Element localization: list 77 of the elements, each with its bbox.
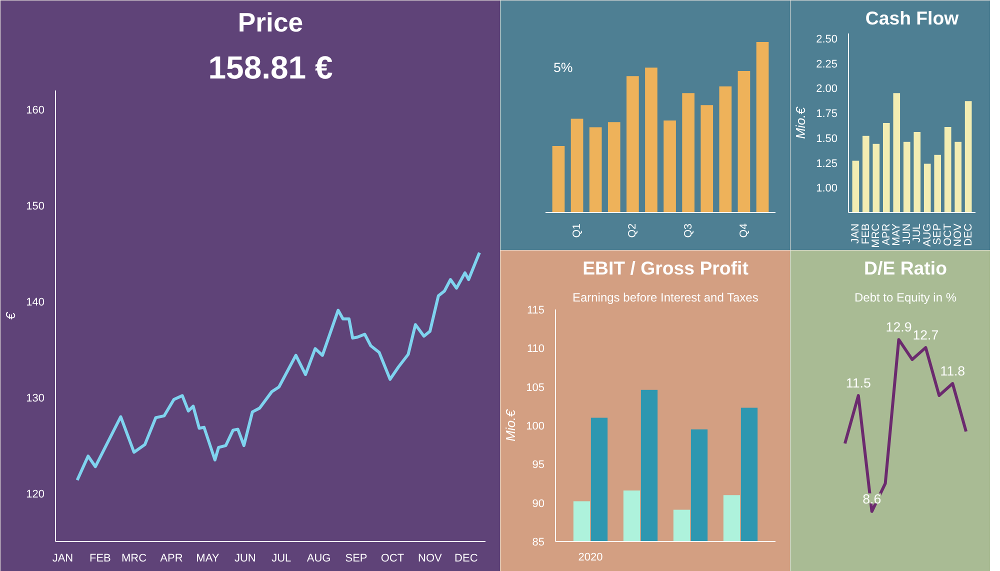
chart-subtitle: Earnings before Interest and Taxes — [572, 290, 758, 304]
x-tick-label: AUG — [306, 552, 331, 564]
y-tick-label: 130 — [26, 392, 45, 405]
x-tick-label: JUN — [900, 223, 913, 244]
x-tick-label: OCT — [942, 223, 954, 246]
x-tick-label: FEB — [89, 552, 111, 564]
data-label: 8.6 — [862, 491, 882, 506]
y-tick-label: 85 — [532, 536, 545, 548]
y-tick-label: 1.50 — [816, 132, 838, 145]
x-tick-label: Q1 — [571, 223, 584, 238]
x-tick-label: MRC — [121, 552, 147, 564]
y-tick-label: 1.75 — [816, 108, 838, 120]
x-tick-label: JAN — [52, 552, 74, 564]
y-tick-label: 2.00 — [816, 83, 838, 96]
bar — [645, 68, 658, 212]
y-tick-label: 1.00 — [816, 182, 838, 195]
y-tick-label: 120 — [26, 488, 45, 501]
chart-title: Price — [238, 8, 304, 38]
x-tick-label: AUG — [921, 224, 934, 247]
chart-title: Cash Flow — [865, 8, 960, 28]
bar — [626, 76, 639, 212]
bar — [552, 146, 565, 212]
bar — [589, 127, 602, 212]
x-tick-label: JUN — [234, 552, 256, 564]
x-tick-label: SEP — [932, 223, 944, 245]
x-tick-label: Q3 — [682, 223, 694, 238]
bar — [719, 86, 732, 212]
x-tick-label: JUL — [272, 552, 292, 564]
x-tick-label: JAN — [850, 223, 862, 244]
x-tick-label: Q4 — [738, 223, 750, 238]
data-label: 11.8 — [940, 364, 966, 379]
y-tick-label: 105 — [526, 382, 545, 394]
chart-title: EBIT / Gross Profit — [582, 258, 748, 278]
y-tick-label: 160 — [26, 104, 45, 117]
x-tick-label: SEP — [345, 552, 368, 564]
y-tick-label: 140 — [26, 296, 45, 309]
data-label: 11.5 — [846, 376, 871, 391]
line-series — [76, 251, 481, 482]
bar — [570, 118, 584, 212]
y-axis-title: Mio.€ — [503, 408, 518, 442]
bar — [700, 105, 714, 212]
bar — [756, 42, 769, 212]
x-tick-label: 2020 — [578, 552, 603, 564]
y-axis-title: € — [3, 312, 18, 320]
x-tick-label: Q2 — [626, 223, 639, 238]
x-tick-label: APR — [880, 223, 892, 246]
bar — [664, 120, 676, 212]
x-tick-label: NOV — [952, 222, 964, 247]
x-tick-label: DEC — [962, 223, 974, 246]
x-tick-label: APR — [160, 552, 183, 564]
y-tick-label: 150 — [26, 200, 45, 213]
annotation: 5% — [554, 60, 573, 75]
x-tick-label: JUL — [911, 223, 924, 242]
x-tick-label: MAY — [890, 223, 903, 246]
x-tick-label: MAY — [196, 552, 220, 564]
y-tick-label: 95 — [532, 459, 545, 472]
bar — [682, 93, 694, 212]
bar — [738, 71, 750, 212]
data-label: 12.9 — [886, 320, 912, 335]
chart-subtitle: Debt to Equity in % — [854, 290, 957, 304]
x-tick-label: NOV — [418, 552, 443, 564]
x-tick-label: MRC — [870, 223, 882, 248]
y-tick-label: 1.25 — [816, 158, 838, 170]
y-tick-label: 90 — [532, 498, 545, 510]
bar — [608, 122, 620, 212]
y-axis-title: Mio.€ — [793, 106, 808, 139]
x-tick-label: OCT — [380, 552, 404, 564]
chart-subtitle: 158.81 € — [208, 50, 333, 86]
y-tick-label: 110 — [526, 343, 545, 356]
data-label: 12.7 — [912, 328, 939, 343]
y-tick-label: 100 — [526, 420, 545, 432]
x-tick-label: FEB — [860, 223, 872, 244]
chart-title: D/E Ratio — [864, 258, 947, 278]
y-tick-label: 2.25 — [816, 58, 838, 70]
y-tick-label: 115 — [526, 304, 545, 316]
x-tick-label: DEC — [454, 552, 478, 564]
y-tick-label: 2.50 — [816, 33, 838, 46]
